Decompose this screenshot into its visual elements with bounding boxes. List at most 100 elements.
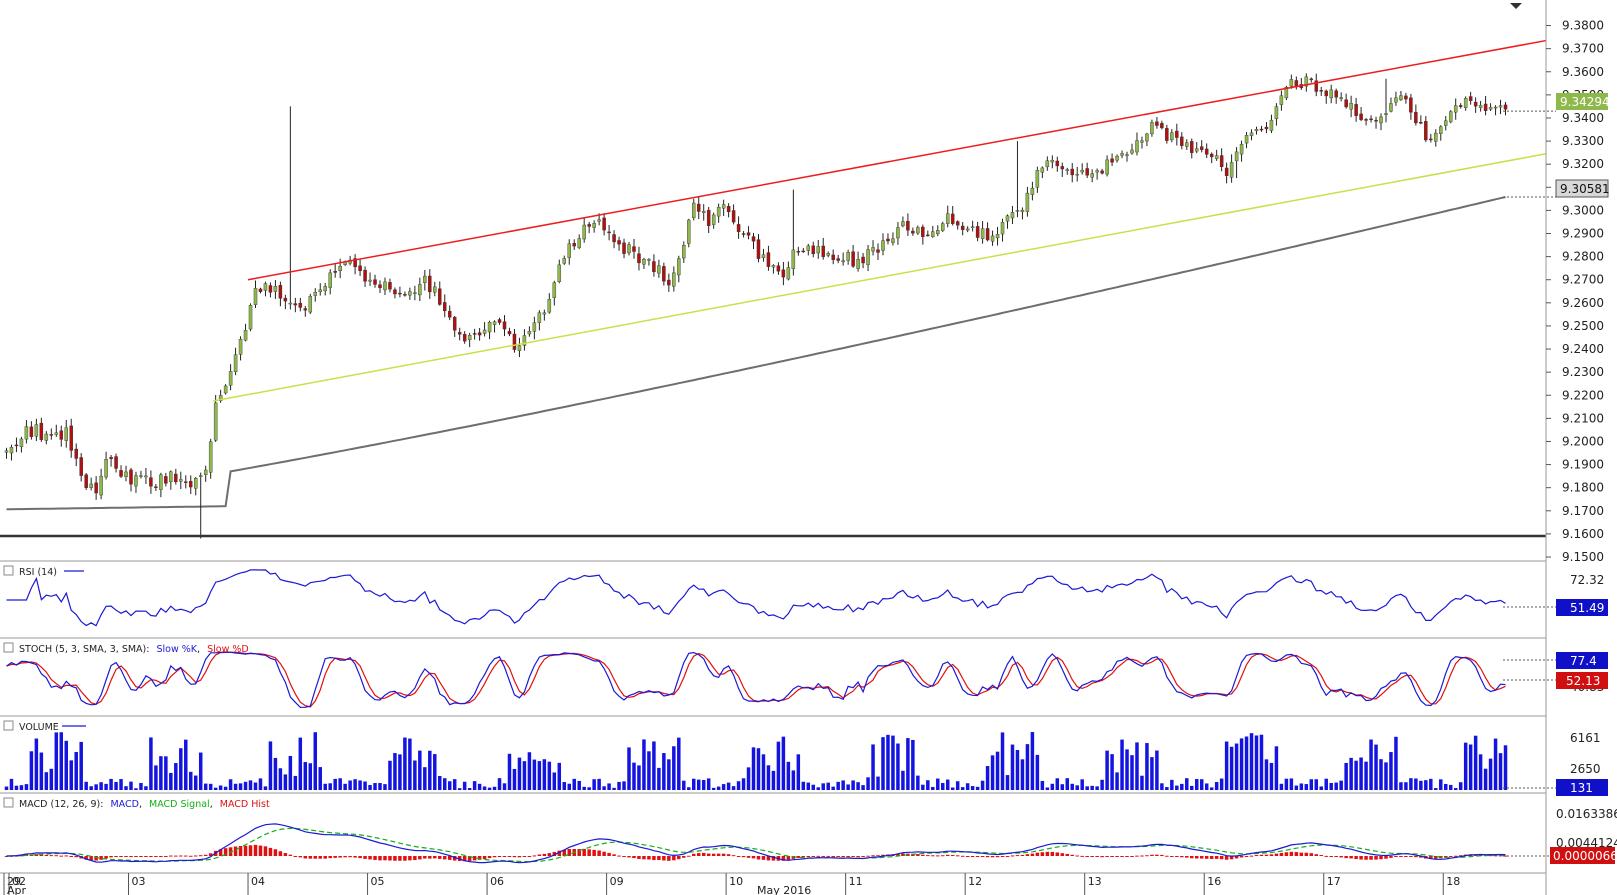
candle-body	[1035, 170, 1040, 188]
stoch-panel[interactable]	[6, 651, 1557, 708]
volume-bar	[1075, 785, 1079, 790]
macd-hist-bar	[1453, 855, 1458, 857]
macd-hist-bar	[507, 856, 512, 857]
candle-body	[457, 332, 462, 335]
macd-hist-bar	[796, 856, 801, 858]
stoch-close-icon[interactable]	[3, 642, 14, 653]
candle-body	[1005, 215, 1010, 222]
macd-hist-bar	[955, 855, 960, 857]
candle-body	[1150, 122, 1154, 135]
volume-bar	[452, 779, 457, 790]
stoch-k-badge	[1556, 652, 1608, 669]
scroll-marker-icon[interactable]	[1510, 3, 1522, 9]
volume-bar	[169, 772, 173, 790]
macd-hist-bar	[193, 855, 198, 857]
macd-hist-bar	[975, 856, 980, 857]
candle-body	[1219, 155, 1224, 167]
candle-body	[1050, 159, 1055, 163]
candle-body	[447, 310, 452, 318]
candle-body	[1399, 95, 1403, 100]
volume-bar	[876, 776, 880, 790]
volume-bar	[29, 751, 34, 790]
rsi-close-icon[interactable]	[3, 565, 14, 576]
volume-close-icon[interactable]	[3, 720, 14, 731]
candle-body	[139, 475, 143, 477]
volume-bar	[1274, 746, 1279, 790]
macd-hist-bar	[139, 856, 143, 857]
macd-close-icon[interactable]	[3, 797, 14, 808]
macd-line	[6, 823, 1506, 864]
volume-bar	[916, 775, 920, 790]
volume-bar	[1100, 779, 1104, 790]
macd-hist-bar	[144, 856, 148, 857]
candle-body	[771, 265, 776, 268]
macd-hist-bar	[791, 856, 796, 859]
price-tick-label: 9.2000	[1562, 434, 1604, 448]
volume-bar	[139, 783, 143, 790]
candle-body	[846, 252, 850, 261]
volume-bar	[308, 763, 313, 790]
candle-body	[522, 335, 527, 346]
macd-hist-bar	[398, 856, 402, 861]
price-panel[interactable]	[0, 3, 1556, 539]
candle-body	[353, 258, 357, 268]
volume-bar	[1314, 779, 1319, 790]
rsi-panel[interactable]	[6, 569, 1557, 627]
macd-hist-bar	[368, 856, 372, 860]
candle-body	[592, 223, 596, 228]
candle-body	[926, 234, 930, 237]
volume-bar	[990, 755, 995, 790]
volume-bar	[398, 754, 402, 790]
candle-body	[363, 269, 367, 282]
candle-body	[502, 321, 507, 330]
macd-hist-bar	[1035, 852, 1040, 856]
volume-bar	[587, 787, 591, 790]
volume-panel[interactable]	[4, 732, 1556, 790]
candle-body	[333, 271, 337, 273]
macd-hist-bar	[692, 853, 696, 856]
macd-hist-bar	[1170, 856, 1174, 857]
volume-bar	[1334, 782, 1338, 790]
candle-body	[169, 471, 173, 482]
macd-hist-bar	[1399, 856, 1403, 857]
macd-hist-bar	[318, 856, 322, 859]
price-tick-label: 9.3600	[1562, 65, 1604, 79]
candle-body	[776, 265, 781, 272]
volume-tick-high: 6161	[1570, 731, 1601, 745]
macd-hist-bar	[1204, 856, 1209, 859]
candle-body	[1324, 90, 1328, 97]
macd-hist-bar	[1249, 855, 1254, 857]
macd-hist-bar	[1394, 856, 1398, 858]
volume-bar	[497, 778, 502, 790]
candle-body	[94, 482, 98, 494]
macd-hist-bar	[49, 855, 54, 857]
macd-hist-bar	[711, 853, 716, 856]
candle-body	[1125, 154, 1129, 156]
panel-labels: RSI (14) STOCH (5, 3, SMA, 3, SMA): Slow…	[3, 565, 270, 810]
macd-hist-bar	[1344, 856, 1348, 859]
volume-bar	[1125, 749, 1129, 790]
volume-bar	[1344, 762, 1348, 790]
volume-bar	[218, 785, 223, 790]
macd-hist-bar	[1274, 853, 1279, 856]
volume-bar	[492, 786, 497, 790]
macd-hist-bar	[781, 856, 786, 861]
macd-hist-bar	[1060, 853, 1065, 856]
volume-bar	[746, 767, 751, 790]
volume-bar	[293, 775, 298, 790]
volume-bar	[1005, 775, 1010, 790]
volume-bar	[582, 786, 586, 790]
volume-bar	[1349, 757, 1353, 790]
candle-body	[896, 227, 900, 239]
macd-panel[interactable]	[4, 823, 1550, 864]
sma-badge	[1555, 179, 1609, 198]
candle-body	[238, 339, 243, 355]
candle-body	[652, 261, 656, 273]
macd-hist-bar	[816, 855, 820, 857]
volume-value: 131	[1570, 781, 1593, 795]
volume-bar	[1254, 735, 1259, 790]
volume-bar	[34, 738, 39, 790]
macd-hist-bar	[298, 856, 303, 858]
